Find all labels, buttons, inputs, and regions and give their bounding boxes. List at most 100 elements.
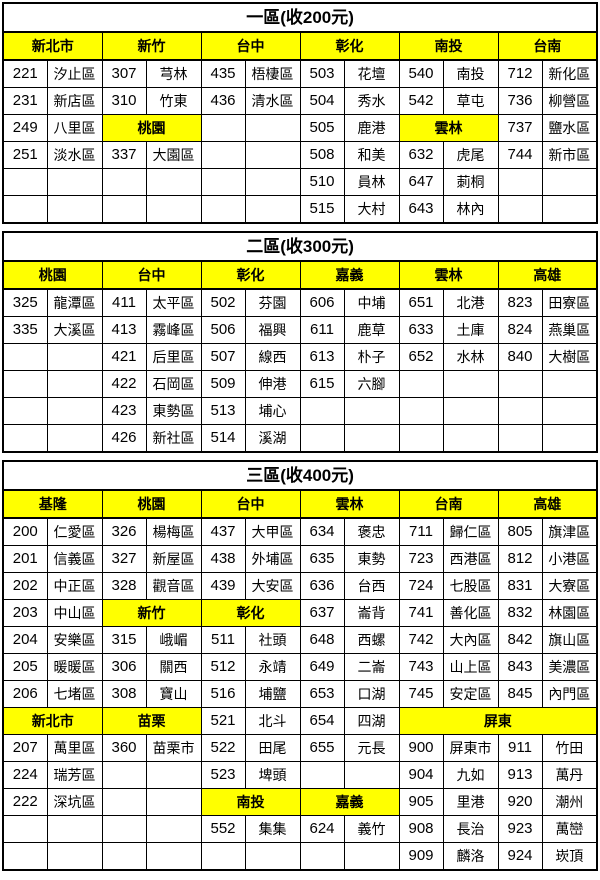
region-header-cell: 新北市 (2, 707, 103, 735)
postal-code-cell: 515 (299, 195, 345, 224)
postal-code-cell: 920 (497, 788, 543, 816)
empty-cell (46, 397, 103, 425)
district-name-cell: 南投 (442, 59, 499, 88)
postal-code-cell: 712 (497, 59, 543, 88)
empty-cell (299, 761, 345, 789)
district-name-cell: 安樂區 (46, 626, 103, 654)
postal-code-cell: 328 (101, 572, 147, 600)
district-name-cell: 安定區 (442, 680, 499, 708)
region-header-cell: 南投 (200, 788, 301, 816)
district-name-cell: 竹東 (145, 87, 202, 115)
district-name-cell: 大甲區 (244, 517, 301, 546)
postal-code-cell: 509 (200, 370, 246, 398)
region-header-cell: 彰化 (299, 31, 400, 61)
district-name-cell: 西港區 (442, 545, 499, 573)
postal-code-cell: 206 (2, 680, 48, 708)
district-name-cell: 仁愛區 (46, 517, 103, 546)
region-header-cell: 彰化 (200, 599, 301, 627)
postal-code-cell: 249 (2, 114, 48, 142)
district-name-cell: 萬丹 (541, 761, 598, 789)
district-name-cell: 旗津區 (541, 517, 598, 546)
postal-code-cell: 634 (299, 517, 345, 546)
postal-code-cell: 504 (299, 87, 345, 115)
district-name-cell: 鹿港 (343, 114, 400, 142)
district-name-cell: 大樹區 (541, 343, 598, 371)
empty-cell (299, 842, 345, 871)
district-name-cell: 后里區 (145, 343, 202, 371)
empty-cell (200, 168, 246, 196)
district-name-cell: 寶山 (145, 680, 202, 708)
empty-cell (145, 815, 202, 843)
district-name-cell: 潮州 (541, 788, 598, 816)
region-header-cell: 桃園 (101, 114, 202, 142)
district-name-cell: 口湖 (343, 680, 400, 708)
empty-cell (200, 195, 246, 224)
district-name-cell: 峨嵋 (145, 626, 202, 654)
empty-cell (244, 168, 301, 196)
district-name-cell: 麟洛 (442, 842, 499, 871)
district-name-cell: 大村 (343, 195, 400, 224)
postal-code-cell: 741 (398, 599, 444, 627)
postal-code-cell: 823 (497, 288, 543, 317)
district-name-cell: 竹田 (541, 734, 598, 762)
district-name-cell: 苗栗市 (145, 734, 202, 762)
district-name-cell: 瑞芳區 (46, 761, 103, 789)
postal-code-cell: 744 (497, 141, 543, 169)
region-header-cell: 嘉義 (299, 260, 400, 290)
postal-code-cell: 911 (497, 734, 543, 762)
district-name-cell: 線西 (244, 343, 301, 371)
empty-cell (442, 397, 499, 425)
postal-code-cell: 200 (2, 517, 48, 546)
region-header-cell: 屏東 (398, 707, 598, 735)
region-header-cell: 新北市 (2, 31, 103, 61)
district-name-cell: 梧棲區 (244, 59, 301, 88)
district-name-cell: 花壇 (343, 59, 400, 88)
empty-cell (541, 168, 598, 196)
empty-cell (200, 842, 246, 871)
postal-code-cell: 743 (398, 653, 444, 681)
postal-code-cell: 637 (299, 599, 345, 627)
empty-cell (2, 343, 48, 371)
district-name-cell: 崙背 (343, 599, 400, 627)
empty-cell (299, 424, 345, 453)
empty-cell (244, 842, 301, 871)
district-name-cell: 中正區 (46, 572, 103, 600)
empty-cell (2, 195, 48, 224)
empty-cell (497, 195, 543, 224)
postal-code-cell: 516 (200, 680, 246, 708)
postal-code-cell: 411 (101, 288, 147, 317)
empty-cell (101, 815, 147, 843)
region-header-cell: 台中 (200, 489, 301, 519)
postal-code-cell: 651 (398, 288, 444, 317)
postal-code-cell: 326 (101, 517, 147, 546)
district-name-cell: 台西 (343, 572, 400, 600)
district-name-cell: 元長 (343, 734, 400, 762)
region-header-cell: 高雄 (497, 260, 598, 290)
empty-cell (497, 168, 543, 196)
district-name-cell: 芬園 (244, 288, 301, 317)
district-name-cell: 社頭 (244, 626, 301, 654)
postal-code-cell: 512 (200, 653, 246, 681)
region-header-cell: 桃園 (2, 260, 103, 290)
district-name-cell: 永靖 (244, 653, 301, 681)
district-name-cell: 大寮區 (541, 572, 598, 600)
district-name-cell: 旗山區 (541, 626, 598, 654)
postal-code-cell: 913 (497, 761, 543, 789)
zone-table-2: 二區(收300元) 桃園 台中 彰化 嘉義 雲林 高雄 325 龍潭區 411 太平區 502 芬園 60… (2, 231, 599, 453)
postal-code-cell: 900 (398, 734, 444, 762)
postal-code-cell: 908 (398, 815, 444, 843)
postal-code-cell: 723 (398, 545, 444, 573)
district-name-cell: 外埔區 (244, 545, 301, 573)
empty-cell (497, 424, 543, 453)
empty-cell (46, 370, 103, 398)
postal-code-cell: 522 (200, 734, 246, 762)
district-name-cell: 九如 (442, 761, 499, 789)
empty-cell (299, 397, 345, 425)
district-name-cell: 善化區 (442, 599, 499, 627)
postal-code-cell: 843 (497, 653, 543, 681)
empty-cell (497, 370, 543, 398)
empty-cell (145, 195, 202, 224)
region-header-cell: 雲林 (398, 114, 499, 142)
district-name-cell: 虎尾 (442, 141, 499, 169)
postal-code-cell: 422 (101, 370, 147, 398)
